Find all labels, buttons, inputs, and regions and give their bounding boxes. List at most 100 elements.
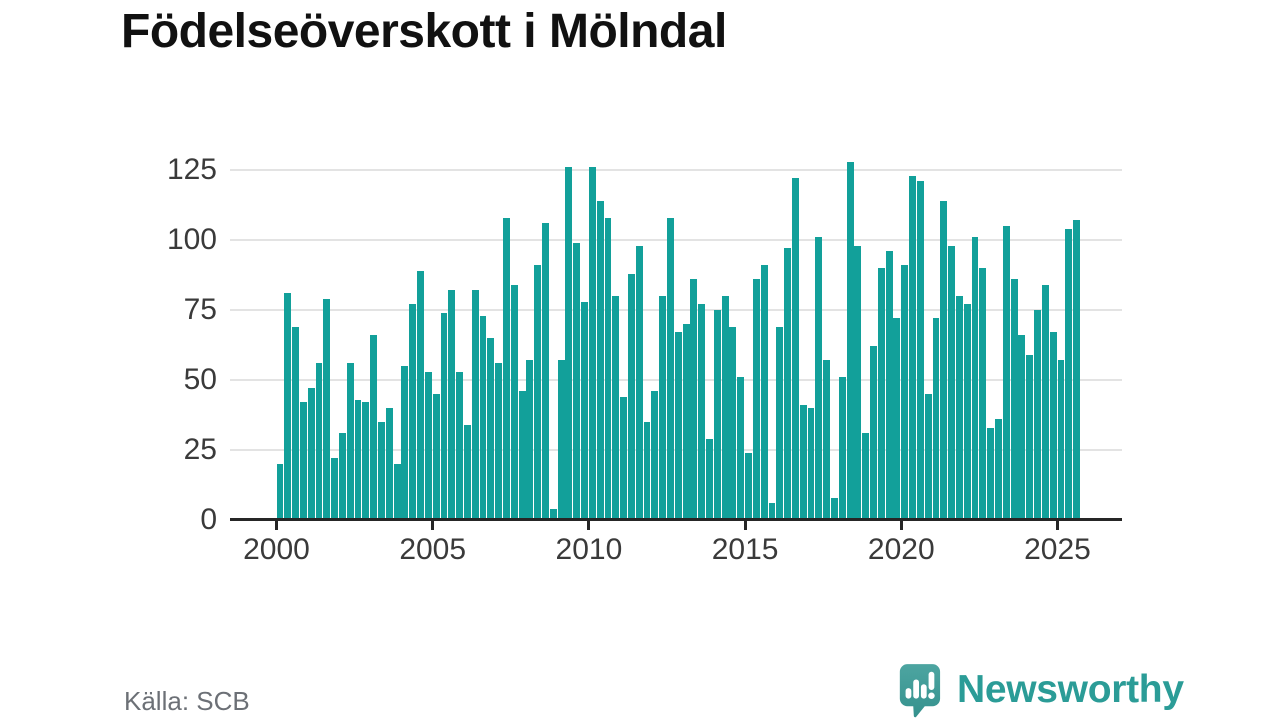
bar xyxy=(643,422,651,520)
bar xyxy=(963,304,971,520)
bar xyxy=(502,217,510,520)
bar xyxy=(651,391,659,520)
bar xyxy=(588,167,596,520)
bar xyxy=(1057,360,1065,520)
bar xyxy=(510,284,518,520)
bar xyxy=(487,338,495,520)
bar xyxy=(682,324,690,520)
bar xyxy=(893,318,901,520)
bar xyxy=(378,422,385,520)
bar xyxy=(627,273,635,520)
bar xyxy=(870,346,877,520)
x-axis-tick-label: 2005 xyxy=(399,533,467,566)
newsworthy-logo-icon xyxy=(899,664,941,718)
bar xyxy=(1018,335,1026,520)
y-axis-tick-label: 100 xyxy=(166,223,217,256)
bar xyxy=(440,312,448,520)
bar xyxy=(752,279,760,520)
bar xyxy=(526,360,534,520)
bar xyxy=(612,296,620,520)
bar xyxy=(854,245,862,520)
bar xyxy=(409,304,417,520)
bar xyxy=(315,363,323,520)
gridline xyxy=(230,239,1122,241)
bar xyxy=(674,332,682,520)
y-axis-tick-label: 0 xyxy=(200,503,217,536)
bar xyxy=(323,298,331,520)
bar xyxy=(791,178,799,520)
y-axis-tick-label: 50 xyxy=(183,363,217,396)
bar xyxy=(932,318,940,520)
x-axis-tick xyxy=(275,521,278,530)
bar xyxy=(760,265,768,520)
bar xyxy=(635,245,643,520)
x-axis-tick-label: 2015 xyxy=(711,533,779,566)
bar xyxy=(456,371,464,520)
bar xyxy=(542,223,549,520)
bar xyxy=(385,408,393,520)
bar xyxy=(971,237,979,520)
bar xyxy=(1041,284,1049,520)
x-axis-tick-label: 2025 xyxy=(1024,533,1091,566)
bar xyxy=(284,293,292,520)
source-caption: Källa: SCB xyxy=(124,686,250,716)
newsworthy-wordmark: Newsworthy xyxy=(957,668,1184,711)
y-axis-tick-label: 125 xyxy=(166,153,217,186)
bar xyxy=(479,315,487,520)
bar xyxy=(924,394,932,520)
x-axis-tick xyxy=(899,521,903,530)
bar xyxy=(831,497,838,520)
bar xyxy=(1026,354,1034,520)
bar xyxy=(776,326,784,520)
y-axis-tick-label: 75 xyxy=(183,293,217,326)
bar xyxy=(807,408,815,520)
bar xyxy=(557,360,565,520)
bar xyxy=(940,200,948,520)
bar xyxy=(729,326,737,520)
bar xyxy=(573,242,581,520)
x-axis-tick xyxy=(743,521,747,530)
bar xyxy=(815,237,823,520)
bar xyxy=(401,366,409,520)
x-axis-tick-label: 2010 xyxy=(555,533,623,566)
bar xyxy=(838,377,846,520)
bar xyxy=(987,427,995,520)
x-axis-line xyxy=(230,518,1122,521)
bar xyxy=(1010,279,1018,520)
gridline xyxy=(230,169,1122,171)
bar xyxy=(448,290,456,520)
bar xyxy=(690,279,698,520)
bar xyxy=(1049,332,1057,520)
bar xyxy=(346,363,354,520)
bar xyxy=(862,433,870,520)
bar xyxy=(534,265,542,520)
bar xyxy=(799,405,807,520)
bar xyxy=(1002,226,1010,520)
bar xyxy=(721,296,729,520)
bar xyxy=(737,377,745,520)
bar xyxy=(784,248,792,520)
newsworthy-logo: Newsworthy xyxy=(896,662,1184,718)
bar xyxy=(768,503,776,520)
bar xyxy=(909,175,916,520)
bar xyxy=(823,360,831,520)
bar xyxy=(620,396,628,520)
bar xyxy=(659,296,667,520)
bar xyxy=(1034,310,1041,520)
bar xyxy=(713,310,721,520)
bar xyxy=(846,161,854,520)
bar xyxy=(995,419,1002,520)
bar xyxy=(417,270,424,520)
chart-title: Födelseöverskott i Mölndal xyxy=(121,5,727,58)
bar xyxy=(518,391,526,520)
bar xyxy=(979,268,987,520)
bar xyxy=(1073,220,1080,520)
bar xyxy=(581,301,588,520)
bar xyxy=(292,326,299,520)
bar xyxy=(424,371,432,520)
bar xyxy=(331,458,339,520)
x-axis-tick-label: 2020 xyxy=(867,533,935,566)
x-axis-tick-label: 2000 xyxy=(243,533,310,566)
bar xyxy=(299,402,307,520)
